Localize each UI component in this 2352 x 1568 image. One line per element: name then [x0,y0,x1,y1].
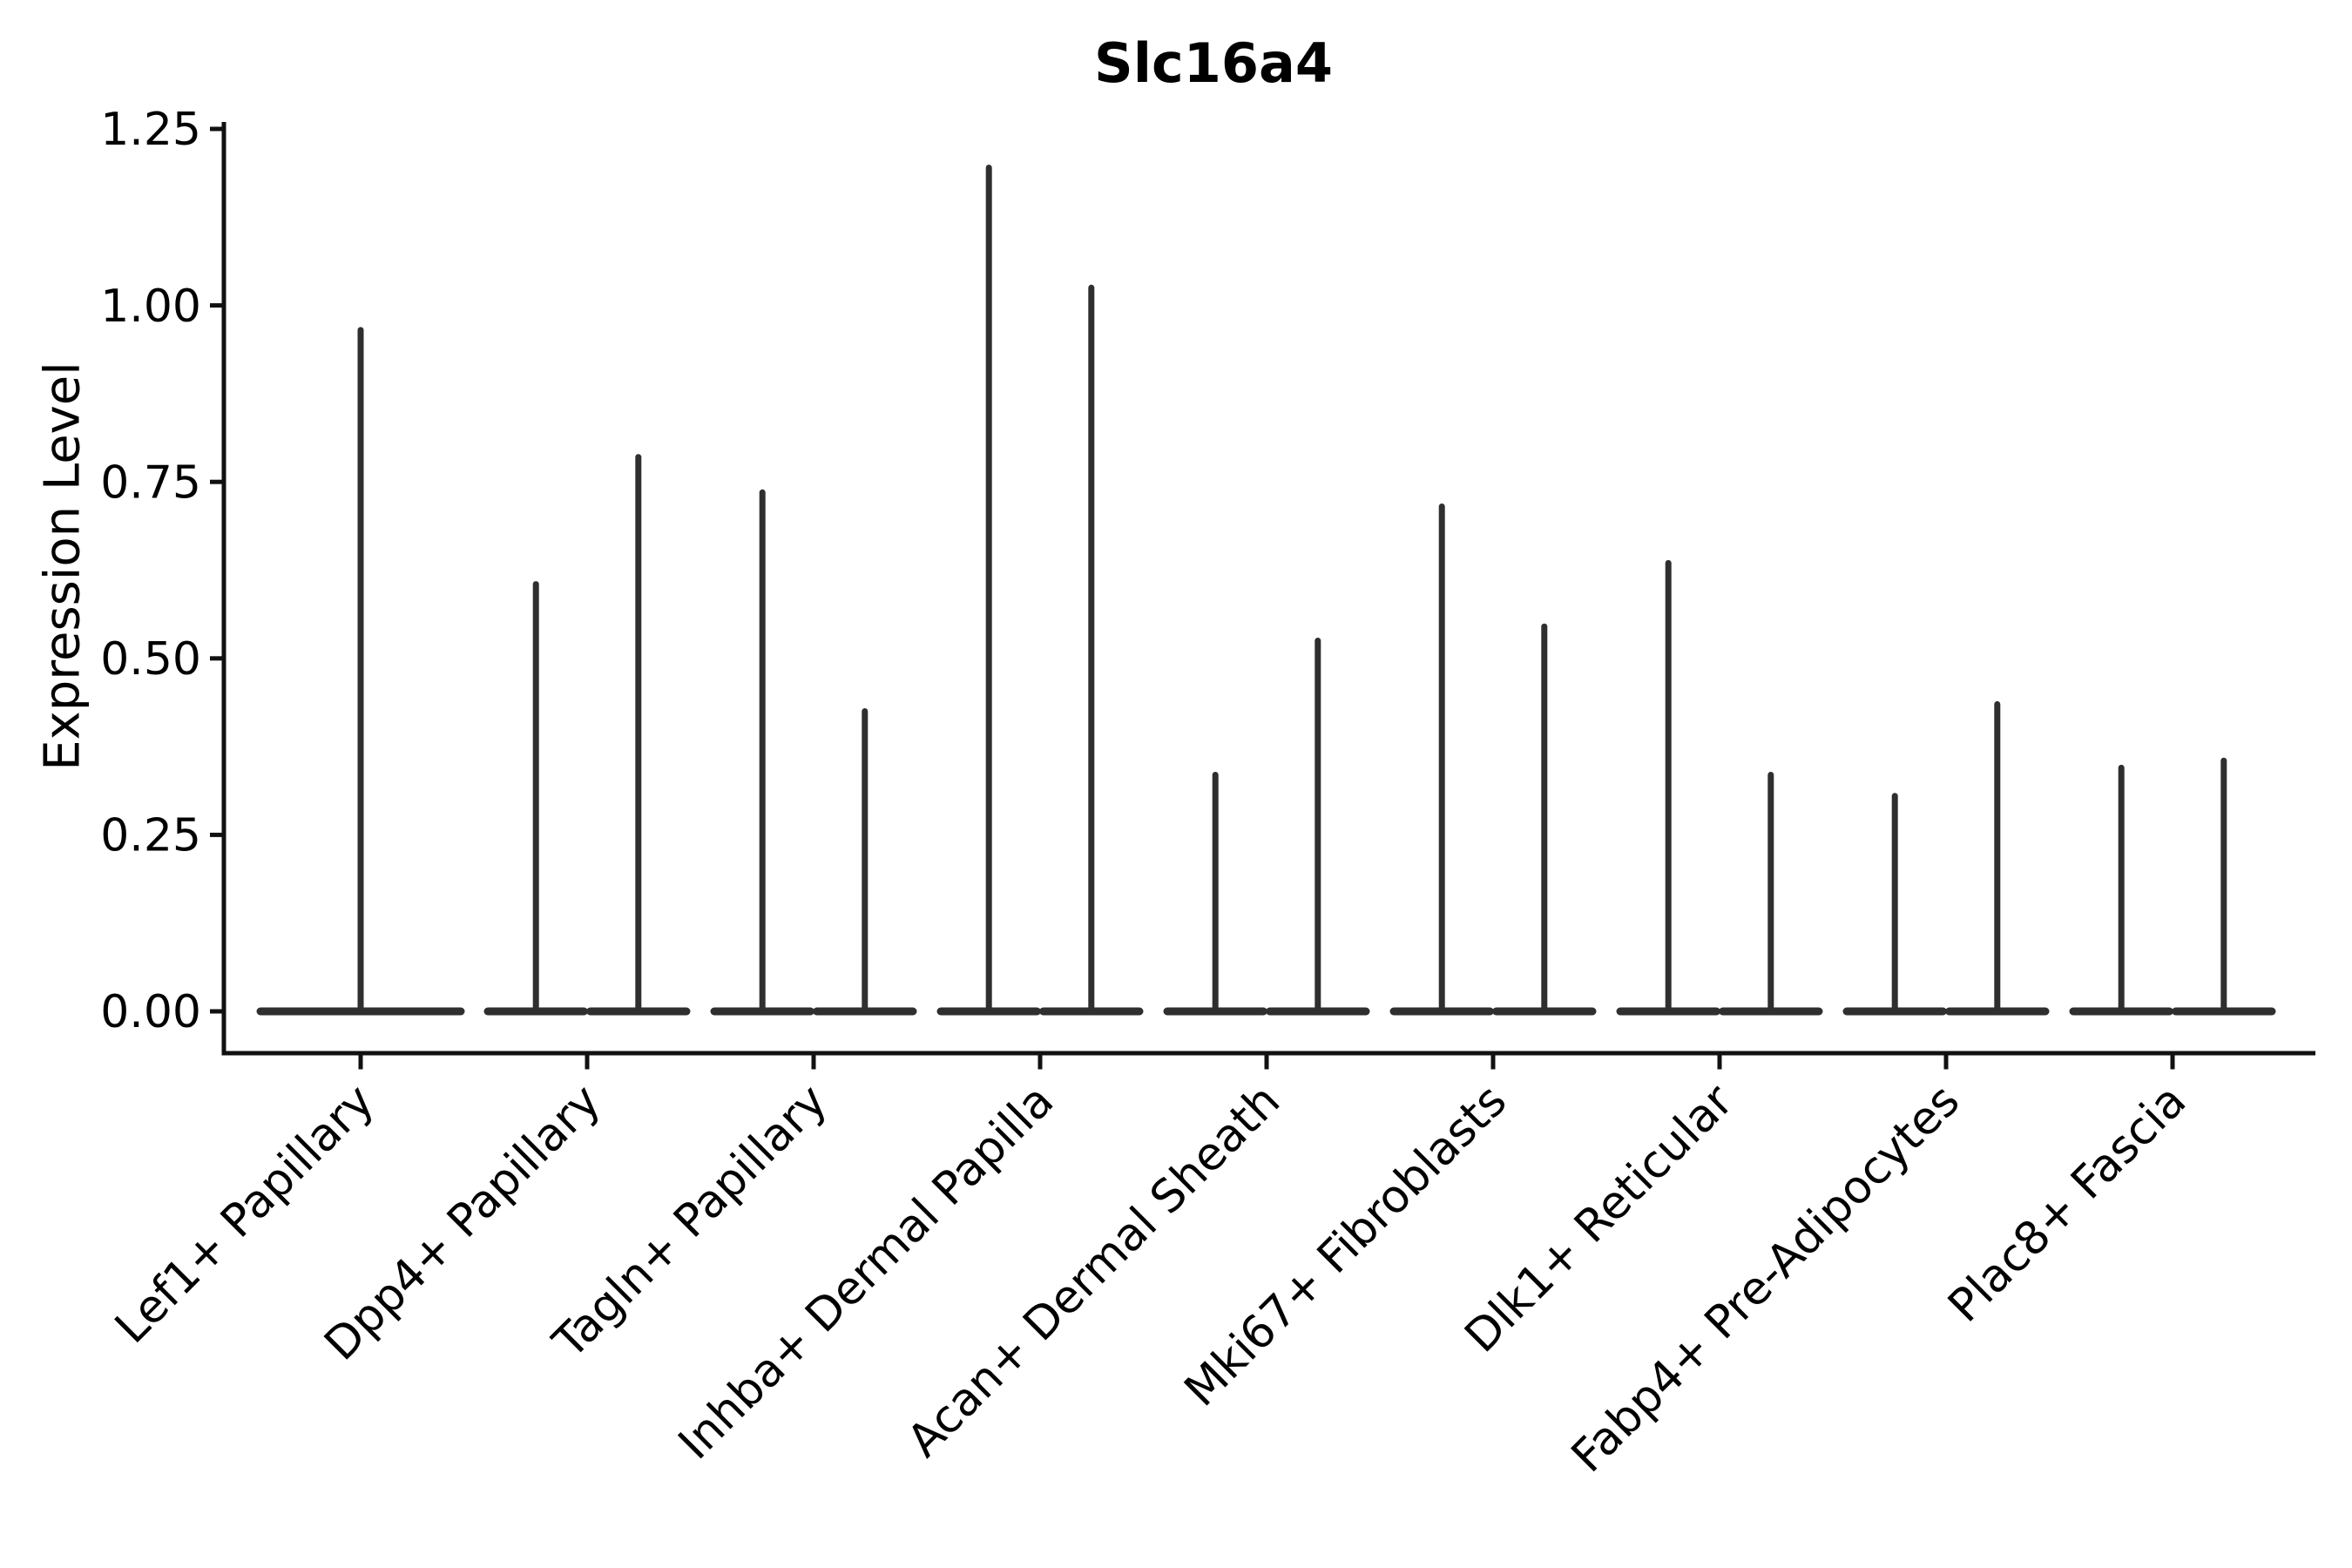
y-axis-label: Expression Level [34,362,91,771]
y-tick-label: 0.50 [100,633,201,686]
chart-title: Slc16a4 [1094,31,1333,95]
y-tick-label: 1.00 [100,280,201,333]
y-tick-label: 0.75 [100,456,201,509]
y-tick-label: 0.00 [100,986,201,1038]
x-category-label: Inhba+ Dermal Papilla [669,1075,1064,1470]
x-category-label: Plac8+ Fascia [1938,1075,2196,1333]
y-tick-label: 1.25 [100,104,201,156]
x-category-label: Acan+ Dermal Sheath [898,1075,1291,1468]
y-tick-label: 0.25 [100,810,201,862]
x-category-label: Fabp4+ Pre-Adipocytes [1562,1075,1970,1483]
